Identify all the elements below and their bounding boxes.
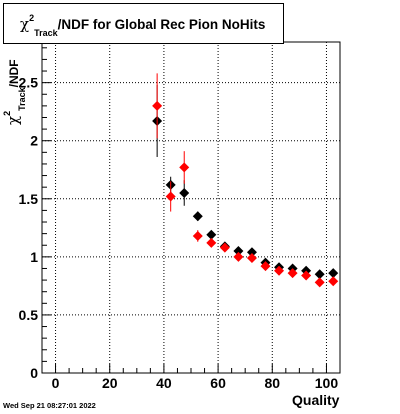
data-point [314,269,325,280]
y-axis-label: χ2 Track/NDF [2,59,27,125]
ylabel-superscript: 2 [2,110,12,116]
data-point [260,261,271,272]
axis-tick-labels: 0 20 40 60 80 100 0 0.5 1 1.5 2 2.5 [19,75,339,391]
data-point [192,211,203,222]
data-point [233,251,244,262]
data-point [192,230,203,241]
data-point [314,277,325,288]
data-point [287,268,298,279]
y-tick-label: 1.5 [19,191,39,207]
series-1 [152,84,339,280]
series-2 [152,73,339,288]
y-tick-label: 2 [30,133,38,149]
title-rest: /NDF for Global Rec Pion NoHits [57,17,266,32]
x-tick-label: 100 [315,375,339,391]
data-point [274,265,285,276]
chart-title: χ2 Track/NDF for Global Rec Pion NoHits [20,13,266,38]
data-point [246,253,257,264]
x-tick-label: 60 [210,375,226,391]
axis-ticks [41,47,341,374]
data-point [328,268,339,279]
data-point [179,187,190,198]
data-point [206,229,217,240]
timestamp: Wed Sep 21 08:27:01 2022 [3,401,96,410]
data-point [233,246,244,257]
y-tick-label: 0 [30,365,38,381]
title-subscript: Track [34,28,58,38]
y-tick-label: 0.5 [19,307,39,323]
data-point [165,191,176,202]
data-point [206,237,217,248]
title-superscript: 2 [29,13,35,23]
x-axis-label: Quality [292,392,340,408]
x-tick-label: 0 [52,375,60,391]
x-tick-label: 20 [102,375,118,391]
title-box: χ2 Track/NDF for Global Rec Pion NoHits [3,3,284,44]
x-tick-label: 40 [156,375,172,391]
ylabel-chi: χ [4,115,22,125]
data-point [328,276,339,287]
data-points [152,73,339,288]
y-tick-label: 2.5 [19,75,39,91]
data-point [246,247,257,258]
plot-frame [41,41,341,374]
y-tick-label: 1 [30,249,38,265]
title-chi: χ [20,15,30,33]
x-tick-label: 80 [264,375,280,391]
data-point [219,242,230,253]
data-point [179,162,190,173]
data-point [152,100,163,111]
grid [42,42,340,374]
ylabel-rest: /NDF [7,59,21,88]
ylabel-subscript: Track [17,87,27,111]
data-point [301,270,312,281]
